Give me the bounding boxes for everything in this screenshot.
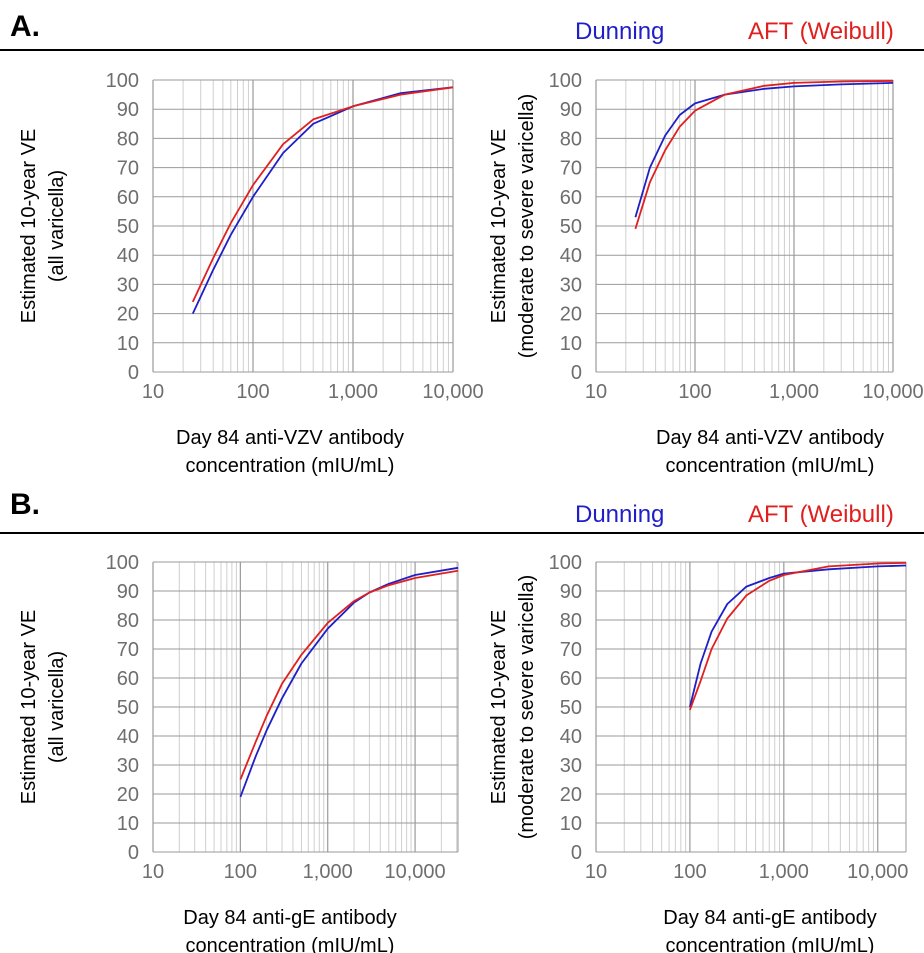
y-tick-label: 50 bbox=[117, 697, 139, 719]
y-tick-label: 30 bbox=[560, 274, 582, 296]
y-tick-label: 0 bbox=[571, 842, 582, 864]
y-axis-title: Estimated 10-year VE bbox=[18, 610, 40, 805]
x-tick-label: 100 bbox=[224, 861, 257, 883]
x-tick-label: 10,000 bbox=[422, 381, 483, 403]
y-tick-label: 50 bbox=[560, 216, 582, 238]
y-tick-label: 40 bbox=[560, 726, 582, 748]
y-tick-label: 0 bbox=[128, 842, 139, 864]
y-tick-label: 40 bbox=[560, 245, 582, 267]
y-tick-label: 70 bbox=[117, 639, 139, 661]
y-tick-label: 90 bbox=[117, 99, 139, 121]
y-axis-title: Estimated 10-year VE bbox=[488, 129, 510, 324]
y-tick-label: 80 bbox=[560, 610, 582, 632]
x-tick-label: 100 bbox=[236, 381, 269, 403]
x-tick-label: 100 bbox=[673, 861, 706, 883]
series-aft-weibull bbox=[191, 86, 454, 303]
y-tick-label: 0 bbox=[571, 362, 582, 384]
y-tick-label: 80 bbox=[560, 128, 582, 150]
y-tick-label: 70 bbox=[117, 158, 139, 180]
y-tick-label: 60 bbox=[560, 187, 582, 209]
series-aft-weibull bbox=[689, 562, 907, 711]
y-tick-label: 10 bbox=[560, 333, 582, 355]
series-dunning bbox=[689, 564, 907, 708]
x-tick-label: 10,000 bbox=[384, 861, 445, 883]
y-tick-label: 10 bbox=[117, 813, 139, 835]
y-tick-label: 100 bbox=[106, 552, 139, 574]
x-tick-label: 1,000 bbox=[769, 381, 819, 403]
x-tick-label: 10 bbox=[142, 381, 164, 403]
y-tick-label: 50 bbox=[117, 216, 139, 238]
y-tick-label: 40 bbox=[117, 726, 139, 748]
y-tick-label: 30 bbox=[117, 274, 139, 296]
x-axis-title: Day 84 anti-VZV antibody bbox=[176, 427, 404, 449]
series-dunning bbox=[239, 566, 459, 798]
y-tick-label: 90 bbox=[560, 99, 582, 121]
x-tick-label: 1,000 bbox=[328, 381, 378, 403]
y-tick-label: 20 bbox=[560, 784, 582, 806]
x-tick-label: 10 bbox=[585, 381, 607, 403]
x-axis-title: concentration (mIU/mL) bbox=[186, 935, 395, 953]
y-tick-label: 80 bbox=[117, 128, 139, 150]
y-tick-label: 60 bbox=[117, 187, 139, 209]
x-tick-label: 100 bbox=[678, 381, 711, 403]
y-tick-label: 10 bbox=[560, 813, 582, 835]
y-tick-label: 20 bbox=[560, 304, 582, 326]
y-tick-label: 90 bbox=[117, 581, 139, 603]
y-axis-title: (all varicella) bbox=[46, 170, 68, 282]
x-axis-title: concentration (mIU/mL) bbox=[666, 935, 875, 953]
x-axis-title: concentration (mIU/mL) bbox=[186, 455, 395, 477]
y-tick-label: 30 bbox=[560, 755, 582, 777]
legend-dunning-b: Dunning bbox=[575, 501, 665, 528]
series-aft-weibull bbox=[239, 569, 459, 780]
y-tick-label: 90 bbox=[560, 581, 582, 603]
y-tick-label: 60 bbox=[117, 668, 139, 690]
y-tick-label: 100 bbox=[549, 70, 582, 92]
x-tick-label: 10,000 bbox=[862, 381, 923, 403]
legend-aft-a: AFT (Weibull) bbox=[748, 18, 894, 45]
x-tick-label: 10 bbox=[585, 861, 607, 883]
x-tick-label: 1,000 bbox=[303, 861, 353, 883]
y-axis-title: (all varicella) bbox=[46, 651, 68, 763]
x-axis-title: Day 84 anti-VZV antibody bbox=[656, 427, 884, 449]
y-axis-title: Estimated 10-year VE bbox=[488, 610, 510, 805]
x-axis-title: Day 84 anti-gE antibody bbox=[183, 907, 396, 929]
y-tick-label: 20 bbox=[117, 304, 139, 326]
y-tick-label: 60 bbox=[560, 668, 582, 690]
panel-divider-b bbox=[0, 532, 924, 534]
series-dunning bbox=[634, 82, 894, 218]
legend-aft-b: AFT (Weibull) bbox=[748, 501, 894, 528]
x-tick-label: 10,000 bbox=[847, 861, 908, 883]
y-tick-label: 0 bbox=[128, 362, 139, 384]
y-tick-label: 20 bbox=[117, 784, 139, 806]
x-axis-title: concentration (mIU/mL) bbox=[666, 455, 875, 477]
y-tick-label: 80 bbox=[117, 610, 139, 632]
y-tick-label: 10 bbox=[117, 333, 139, 355]
x-axis-title: Day 84 anti-gE antibody bbox=[663, 907, 876, 929]
x-tick-label: 1,000 bbox=[759, 861, 809, 883]
y-axis-title: (moderate to severe varicella) bbox=[516, 94, 538, 359]
panel-divider-a bbox=[0, 49, 924, 51]
y-tick-label: 30 bbox=[117, 755, 139, 777]
x-tick-label: 10 bbox=[142, 861, 164, 883]
y-axis-title: (moderate to severe varicella) bbox=[516, 575, 538, 840]
y-tick-label: 40 bbox=[117, 245, 139, 267]
panel-label-a: A. bbox=[10, 10, 40, 43]
y-tick-label: 100 bbox=[106, 70, 139, 92]
panel-label-b: B. bbox=[10, 488, 40, 521]
y-tick-label: 70 bbox=[560, 639, 582, 661]
legend-dunning-a: Dunning bbox=[575, 18, 665, 45]
series-aft-weibull bbox=[634, 80, 894, 230]
series-dunning bbox=[191, 86, 454, 314]
y-tick-label: 50 bbox=[560, 697, 582, 719]
y-axis-title: Estimated 10-year VE bbox=[18, 129, 40, 324]
y-tick-label: 100 bbox=[549, 552, 582, 574]
y-tick-label: 70 bbox=[560, 158, 582, 180]
